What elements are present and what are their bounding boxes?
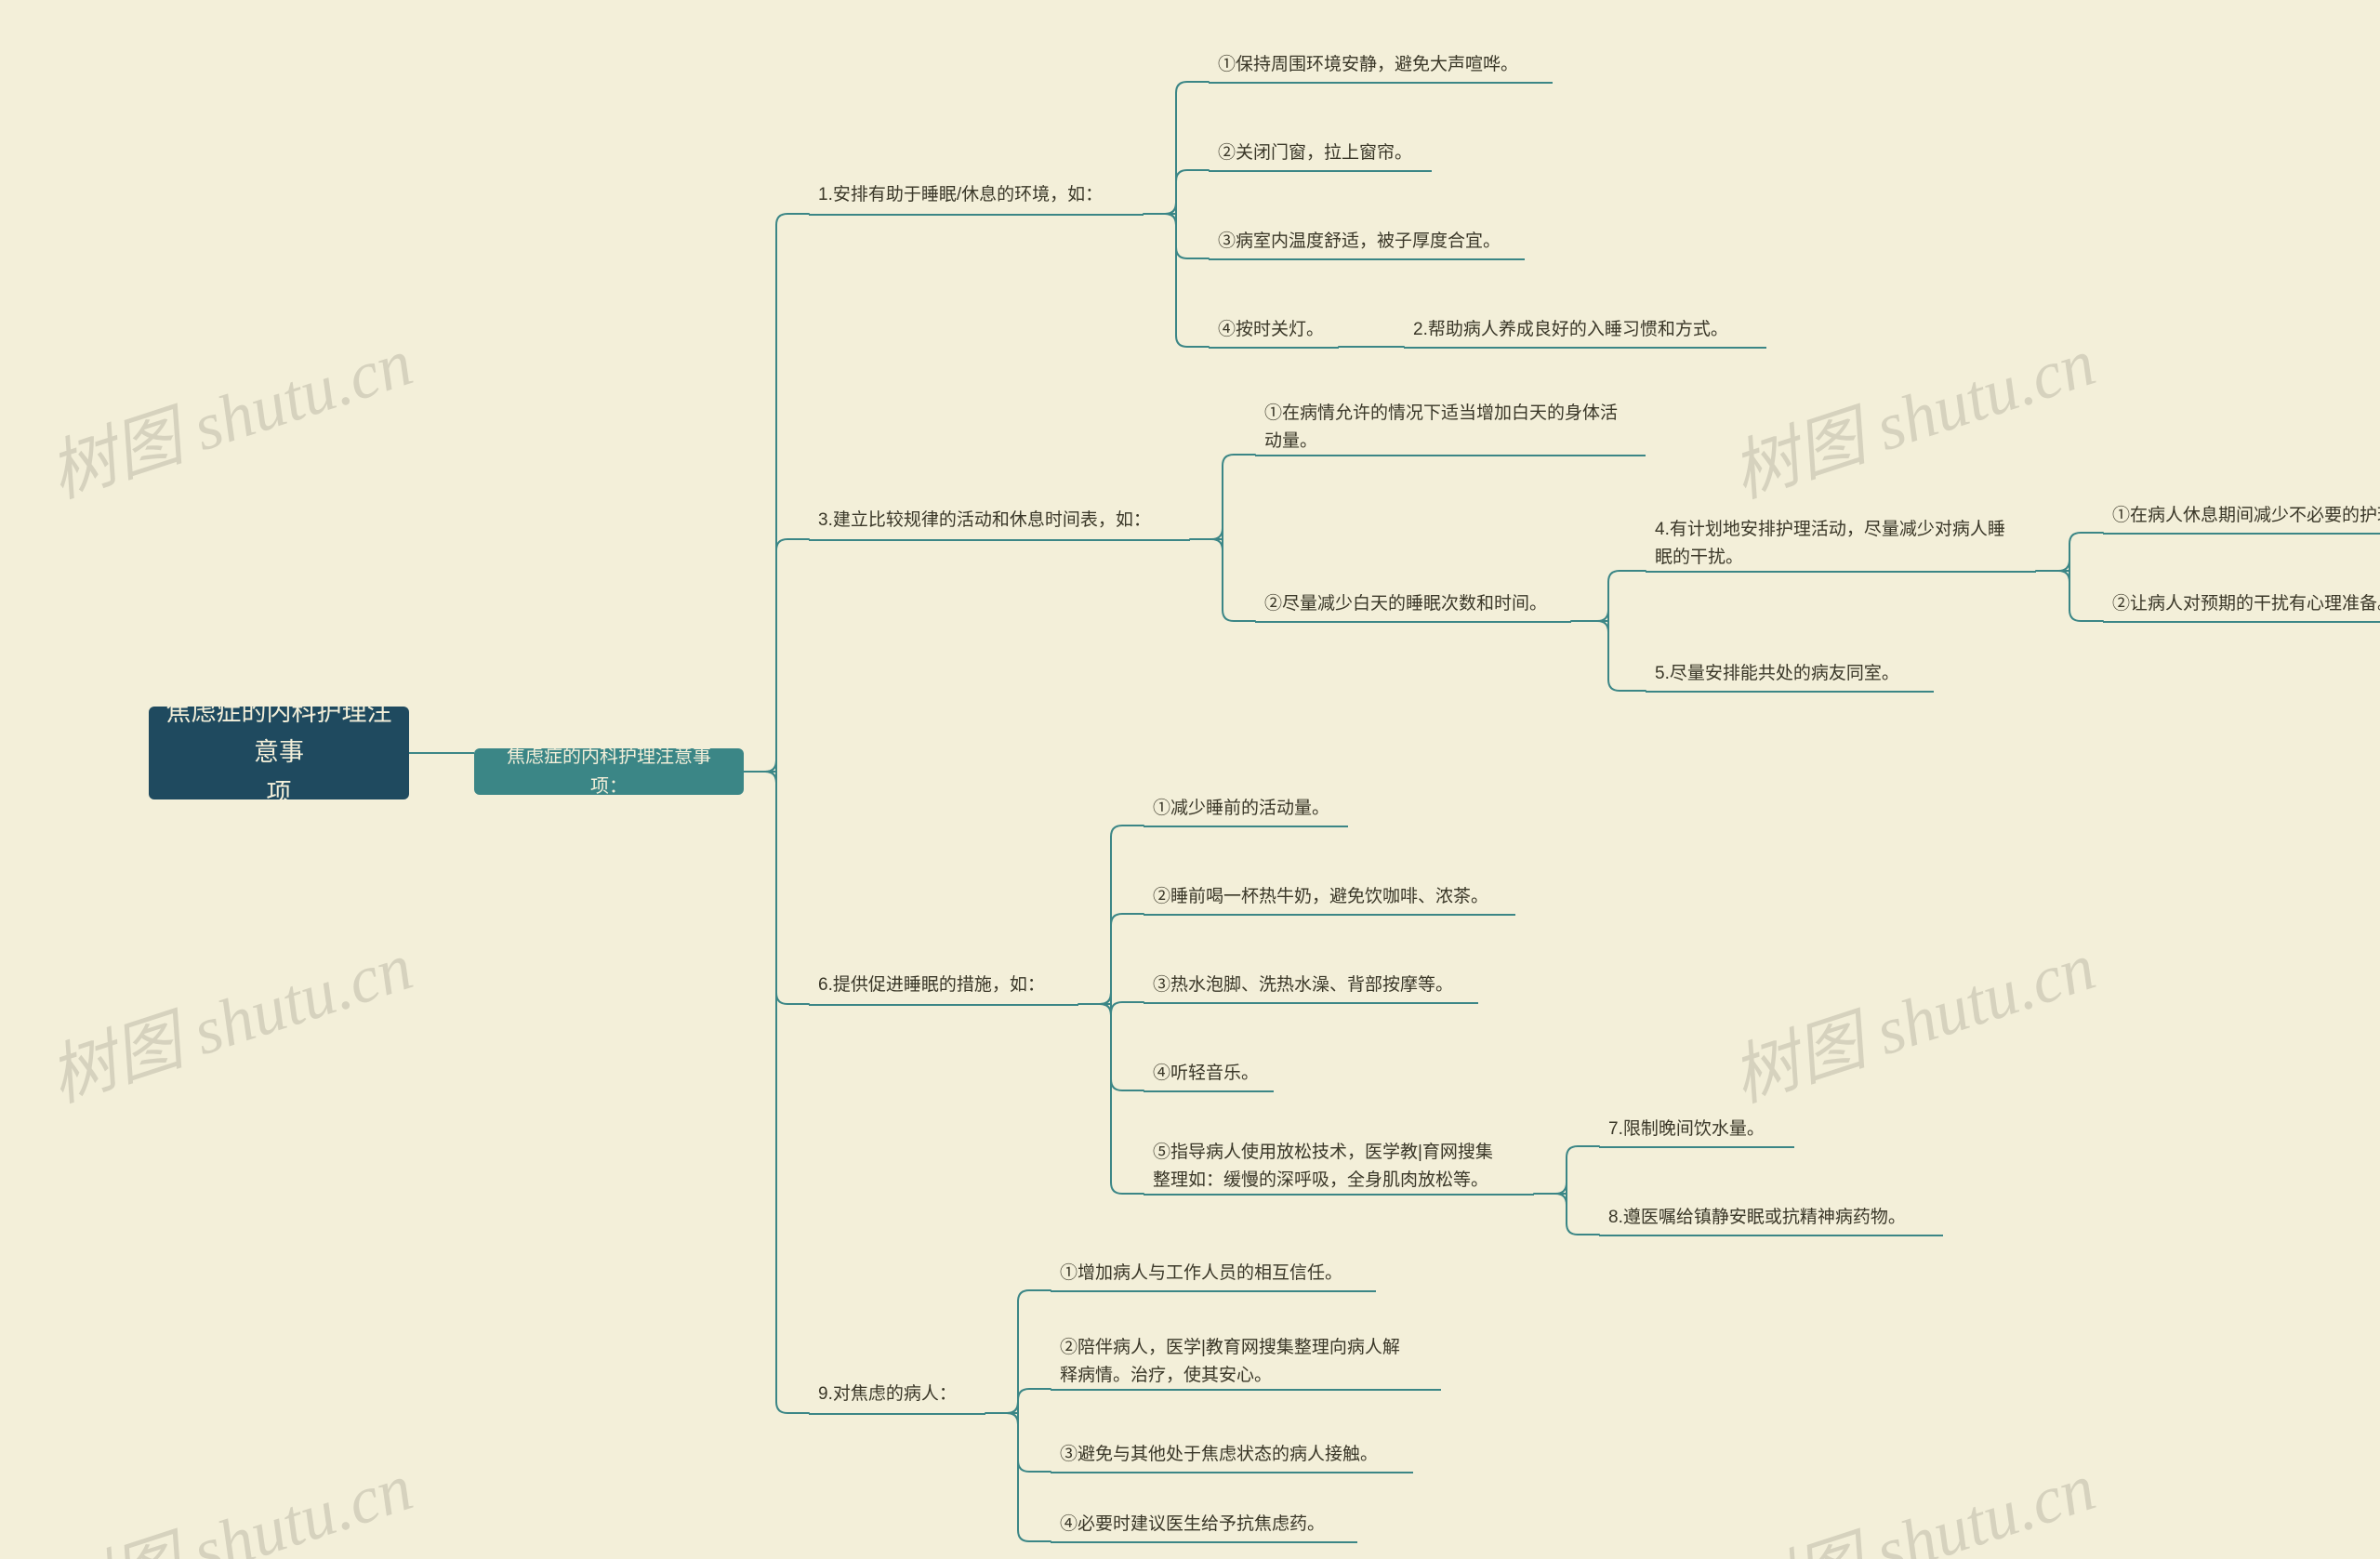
node-b3c2a1[interactable]: ①在病人休息期间减少不必要的护理活动。 [2103,499,2380,533]
node-b3c2a2[interactable]: ②让病人对预期的干扰有心理准备。 [2103,588,2380,621]
node-root[interactable]: 焦虑症的内科护理注意事 项 [149,707,409,799]
node-label: ②关闭门窗，拉上窗帘。 [1218,139,1412,167]
node-underline [809,214,1144,216]
node-label: 8.遵医嘱给镇静安眠或抗精神病药物。 [1608,1204,1906,1232]
node-underline [1255,621,1571,623]
node-label: 6.提供促进睡眠的措施，如： [818,971,1045,999]
node-label: ④按时关灯。 [1218,316,1324,344]
node-b3c1[interactable]: ①在病情允许的情况下适当增加白天的身体活 动量。 [1255,401,1646,455]
node-underline [809,1004,1078,1006]
node-label: ③避免与其他处于焦虑状态的病人接触。 [1060,1441,1378,1469]
node-label: 2.帮助病人养成良好的入睡习惯和方式。 [1413,316,1728,344]
node-label: 5.尽量安排能共处的病友同室。 [1655,660,1899,688]
node-b3[interactable]: 3.建立比较规律的活动和休息时间表，如： [809,502,1190,539]
node-underline [2103,533,2380,535]
node-underline [1051,1389,1441,1391]
node-underline [1144,1090,1274,1092]
node-underline [1209,82,1553,84]
node-b9c4[interactable]: ④必要时建议医生给予抗焦虑药。 [1051,1508,1357,1541]
node-l1[interactable]: 焦虑症的内科护理注意事项： [474,748,744,795]
node-b9c1[interactable]: ①增加病人与工作人员的相互信任。 [1051,1257,1376,1290]
node-b6c5b[interactable]: 8.遵医嘱给镇静安眠或抗精神病药物。 [1599,1201,1943,1235]
node-label: 7.限制晚间饮水量。 [1608,1116,1765,1143]
node-underline [1404,347,1766,349]
node-label: 焦虑症的内科护理注意事 项 [165,693,392,813]
node-underline [809,1413,985,1415]
node-b1c3[interactable]: ③病室内温度舒适，被子厚度合宜。 [1209,225,1525,258]
node-label: ①在病情允许的情况下适当增加白天的身体活 动量。 [1264,400,1618,456]
node-label: 3.建立比较规律的活动和休息时间表，如： [818,507,1151,535]
node-underline [809,539,1190,541]
node-underline [1209,258,1525,260]
node-label: ①保持周围环境安静，避免大声喧哗。 [1218,51,1518,79]
node-b1[interactable]: 1.安排有助于睡眠/休息的环境，如： [809,177,1144,214]
node-label: ②让病人对预期的干扰有心理准备。 [2112,590,2380,618]
node-label: ①增加病人与工作人员的相互信任。 [1060,1260,1342,1288]
node-b3c2a[interactable]: 4.有计划地安排护理活动，尽量减少对病人睡 眠的干扰。 [1646,517,2036,571]
node-underline [1209,170,1432,172]
node-label: ②陪伴病人，医学|教育网搜集整理向病人解 释病情。治疗，使其安心。 [1060,1334,1400,1391]
node-underline [1051,1290,1376,1292]
node-underline [1646,571,2036,573]
node-b6c1[interactable]: ①减少睡前的活动量。 [1144,792,1348,826]
node-b9[interactable]: 9.对焦虑的病人： [809,1376,985,1413]
watermark: 树图 shutu.cn [1718,1432,2106,1559]
node-label: ①在病人休息期间减少不必要的护理活动。 [2112,502,2380,530]
node-label: ①减少睡前的活动量。 [1153,795,1329,823]
node-b6c5a[interactable]: 7.限制晚间饮水量。 [1599,1113,1794,1146]
node-label: ②睡前喝一杯热牛奶，避免饮咖啡、浓茶。 [1153,883,1488,911]
mindmap-canvas: 焦虑症的内科护理注意事 项 焦虑症的内科护理注意事项： 1.安排有助于睡眠/休息的环… [0,0,2380,1559]
node-label: 1.安排有助于睡眠/休息的环境，如： [818,181,1103,209]
node-label: ②尽量减少白天的睡眠次数和时间。 [1264,590,1547,618]
node-underline [1144,1002,1478,1004]
watermark: 树图 shutu.cn [35,1432,423,1559]
node-b3c2[interactable]: ②尽量减少白天的睡眠次数和时间。 [1255,588,1571,621]
node-b6c2[interactable]: ②睡前喝一杯热牛奶，避免饮咖啡、浓茶。 [1144,880,1515,914]
node-label: 焦虑症的内科护理注意事项： [491,742,727,801]
node-underline [1209,347,1339,349]
node-b6[interactable]: 6.提供促进睡眠的措施，如： [809,967,1078,1004]
node-b6c3[interactable]: ③热水泡脚、洗热水澡、背部按摩等。 [1144,969,1478,1002]
node-underline [1144,1194,1534,1196]
node-label: ④必要时建议医生给予抗焦虑药。 [1060,1511,1325,1539]
node-b6c5[interactable]: ⑤指导病人使用放松技术，医学教|育网搜集 整理如：缓慢的深呼吸，全身肌肉放松等。 [1144,1140,1534,1194]
node-b1c1[interactable]: ①保持周围环境安静，避免大声喧哗。 [1209,48,1553,82]
node-label: ③病室内温度舒适，被子厚度合宜。 [1218,228,1501,256]
node-underline [1051,1472,1413,1473]
node-b3c2b[interactable]: 5.尽量安排能共处的病友同室。 [1646,657,1934,691]
node-underline [1144,914,1515,916]
node-underline [1599,1146,1794,1148]
node-underline [1051,1541,1357,1543]
node-label: 4.有计划地安排护理活动，尽量减少对病人睡 眠的干扰。 [1655,516,2005,573]
node-underline [2103,621,2380,623]
watermark: 树图 shutu.cn [35,307,423,516]
node-b1c4a[interactable]: 2.帮助病人养成良好的入睡习惯和方式。 [1404,313,1766,347]
node-b1c2[interactable]: ②关闭门窗，拉上窗帘。 [1209,137,1432,170]
node-label: ③热水泡脚、洗热水澡、背部按摩等。 [1153,971,1453,999]
node-b1c4[interactable]: ④按时关灯。 [1209,313,1339,347]
node-underline [1144,826,1348,827]
node-b9c3[interactable]: ③避免与其他处于焦虑状态的病人接触。 [1051,1438,1413,1472]
watermark: 树图 shutu.cn [1718,307,2106,516]
node-label: 9.对焦虑的病人： [818,1381,957,1408]
node-label: ⑤指导病人使用放松技术，医学教|育网搜集 整理如：缓慢的深呼吸，全身肌肉放松等。 [1153,1139,1493,1196]
node-label: ④听轻音乐。 [1153,1060,1259,1088]
node-underline [1646,691,1934,693]
watermark: 树图 shutu.cn [35,911,423,1120]
node-underline [1255,455,1646,456]
node-b9c2[interactable]: ②陪伴病人，医学|教育网搜集整理向病人解 释病情。治疗，使其安心。 [1051,1335,1441,1389]
node-underline [1599,1235,1943,1236]
node-b6c4[interactable]: ④听轻音乐。 [1144,1057,1274,1090]
watermark: 树图 shutu.cn [1718,911,2106,1120]
